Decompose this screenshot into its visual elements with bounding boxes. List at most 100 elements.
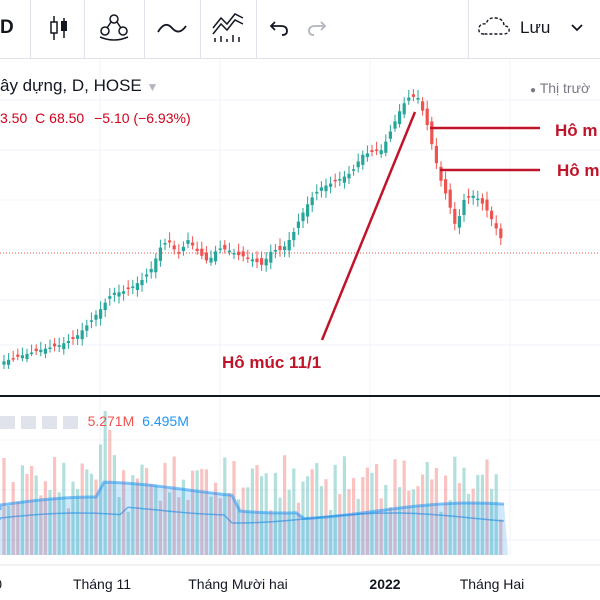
candle-body	[181, 246, 185, 252]
eye-icon[interactable]	[0, 415, 15, 429]
top-toolbar: D	[0, 0, 600, 59]
candle-body	[319, 187, 323, 191]
open-value: 3.50	[0, 110, 28, 126]
candle-body	[209, 257, 213, 263]
candle-body	[283, 246, 287, 251]
volume-bar	[319, 486, 323, 555]
candle-body	[11, 358, 15, 360]
volume-bar	[181, 479, 185, 555]
volume-bar	[43, 481, 47, 555]
chart-grid	[0, 60, 600, 555]
candle-body	[163, 243, 167, 245]
candle-body	[250, 259, 254, 262]
symbol-legend[interactable]: ây dựng, D, HOSE ▼	[0, 76, 158, 96]
volume-bar	[439, 511, 443, 555]
candle-body	[329, 183, 333, 187]
close-label: C	[35, 110, 46, 126]
volume-bar	[71, 481, 75, 555]
tradingview-watermark: TradingView	[0, 513, 88, 532]
candle-body	[227, 250, 231, 253]
ohlc-values: 3.50 C 68.50 −5.10 (−6.93%)	[0, 110, 191, 126]
candle-body	[103, 302, 107, 311]
volume-ma-value: 6.495M	[142, 413, 189, 429]
volume-bar	[154, 485, 158, 555]
candle-body	[402, 103, 406, 115]
volume-bar	[421, 474, 425, 555]
candle-body	[195, 248, 199, 252]
undo-icon[interactable]	[262, 9, 296, 47]
volume-bar	[471, 488, 475, 555]
candle-body	[39, 349, 43, 353]
candle-body	[342, 176, 346, 183]
volume-bar	[177, 497, 181, 555]
volume-bar	[462, 467, 466, 555]
candle-body	[117, 292, 121, 297]
chevron-down-icon[interactable]: ▼	[146, 80, 159, 94]
volume-bar	[80, 463, 84, 555]
annotation-right-mid: Hô m	[557, 161, 600, 180]
candle-body	[53, 343, 57, 347]
candle-body	[393, 121, 397, 129]
toolbar-divider	[256, 0, 257, 58]
candle-body	[490, 210, 494, 220]
volume-ma-line-2	[0, 506, 505, 524]
candle-body	[356, 161, 360, 168]
volume-bar	[163, 462, 167, 555]
more-icon[interactable]	[62, 415, 78, 429]
volume-bar	[278, 497, 282, 555]
chart-area[interactable]: TradingView 0 Tháng 11 Tháng Mười hai 2022 T…	[0, 59, 600, 600]
volume-bar	[329, 509, 333, 555]
candle-body	[333, 179, 337, 182]
volume-bar	[453, 456, 457, 555]
candle-body	[370, 150, 374, 152]
candle-body	[347, 173, 351, 179]
toolbar-divider	[144, 0, 145, 58]
candle-body	[140, 280, 144, 286]
indicators-icon[interactable]	[92, 9, 136, 47]
indicator-label[interactable]: ● Thị trườ	[530, 80, 591, 96]
volume-bar	[388, 507, 392, 555]
volume-bar	[255, 465, 259, 555]
line-tool-icon[interactable]	[150, 9, 194, 47]
volume-bar	[204, 469, 208, 555]
candle-body	[471, 195, 475, 198]
volume-bar	[494, 474, 498, 555]
candle-body	[154, 258, 158, 273]
volume-bar	[467, 494, 471, 555]
candle-body	[214, 251, 218, 262]
volume-bar	[338, 494, 342, 555]
candle-body	[476, 198, 480, 201]
candle-body	[287, 239, 291, 251]
volume-bar	[30, 465, 34, 555]
volume-bar	[223, 457, 227, 555]
save-button[interactable]: Lưu	[476, 9, 596, 47]
compare-icon[interactable]	[208, 9, 248, 47]
redo-icon[interactable]	[300, 9, 334, 47]
candle-body	[494, 223, 498, 229]
candle-body	[439, 166, 443, 181]
candle-body	[260, 258, 264, 265]
chevron-down-icon[interactable]	[570, 18, 584, 38]
volume-bars	[2, 411, 503, 555]
volume-value: 5.271M	[87, 413, 135, 429]
candle-body	[16, 354, 20, 357]
volume-ma-line	[0, 480, 505, 521]
candle-body	[223, 244, 227, 250]
symbol-button[interactable]: D	[0, 17, 14, 38]
volume-bar	[310, 469, 314, 555]
close-icon[interactable]	[41, 415, 57, 429]
x-axis-label: Tháng 11	[73, 576, 131, 592]
candle-body	[499, 228, 503, 239]
candle-body	[315, 191, 319, 194]
candle-body	[301, 212, 305, 222]
volume-bar	[218, 498, 222, 555]
candles-icon[interactable]	[40, 9, 78, 47]
volume-bar	[260, 476, 264, 555]
candle-body	[43, 348, 47, 354]
settings-icon[interactable]	[20, 415, 36, 429]
volume-bar	[480, 474, 484, 555]
candle-body	[66, 341, 70, 344]
volume-bar	[434, 467, 438, 555]
candle-body	[246, 257, 250, 259]
candle-body	[30, 352, 34, 355]
